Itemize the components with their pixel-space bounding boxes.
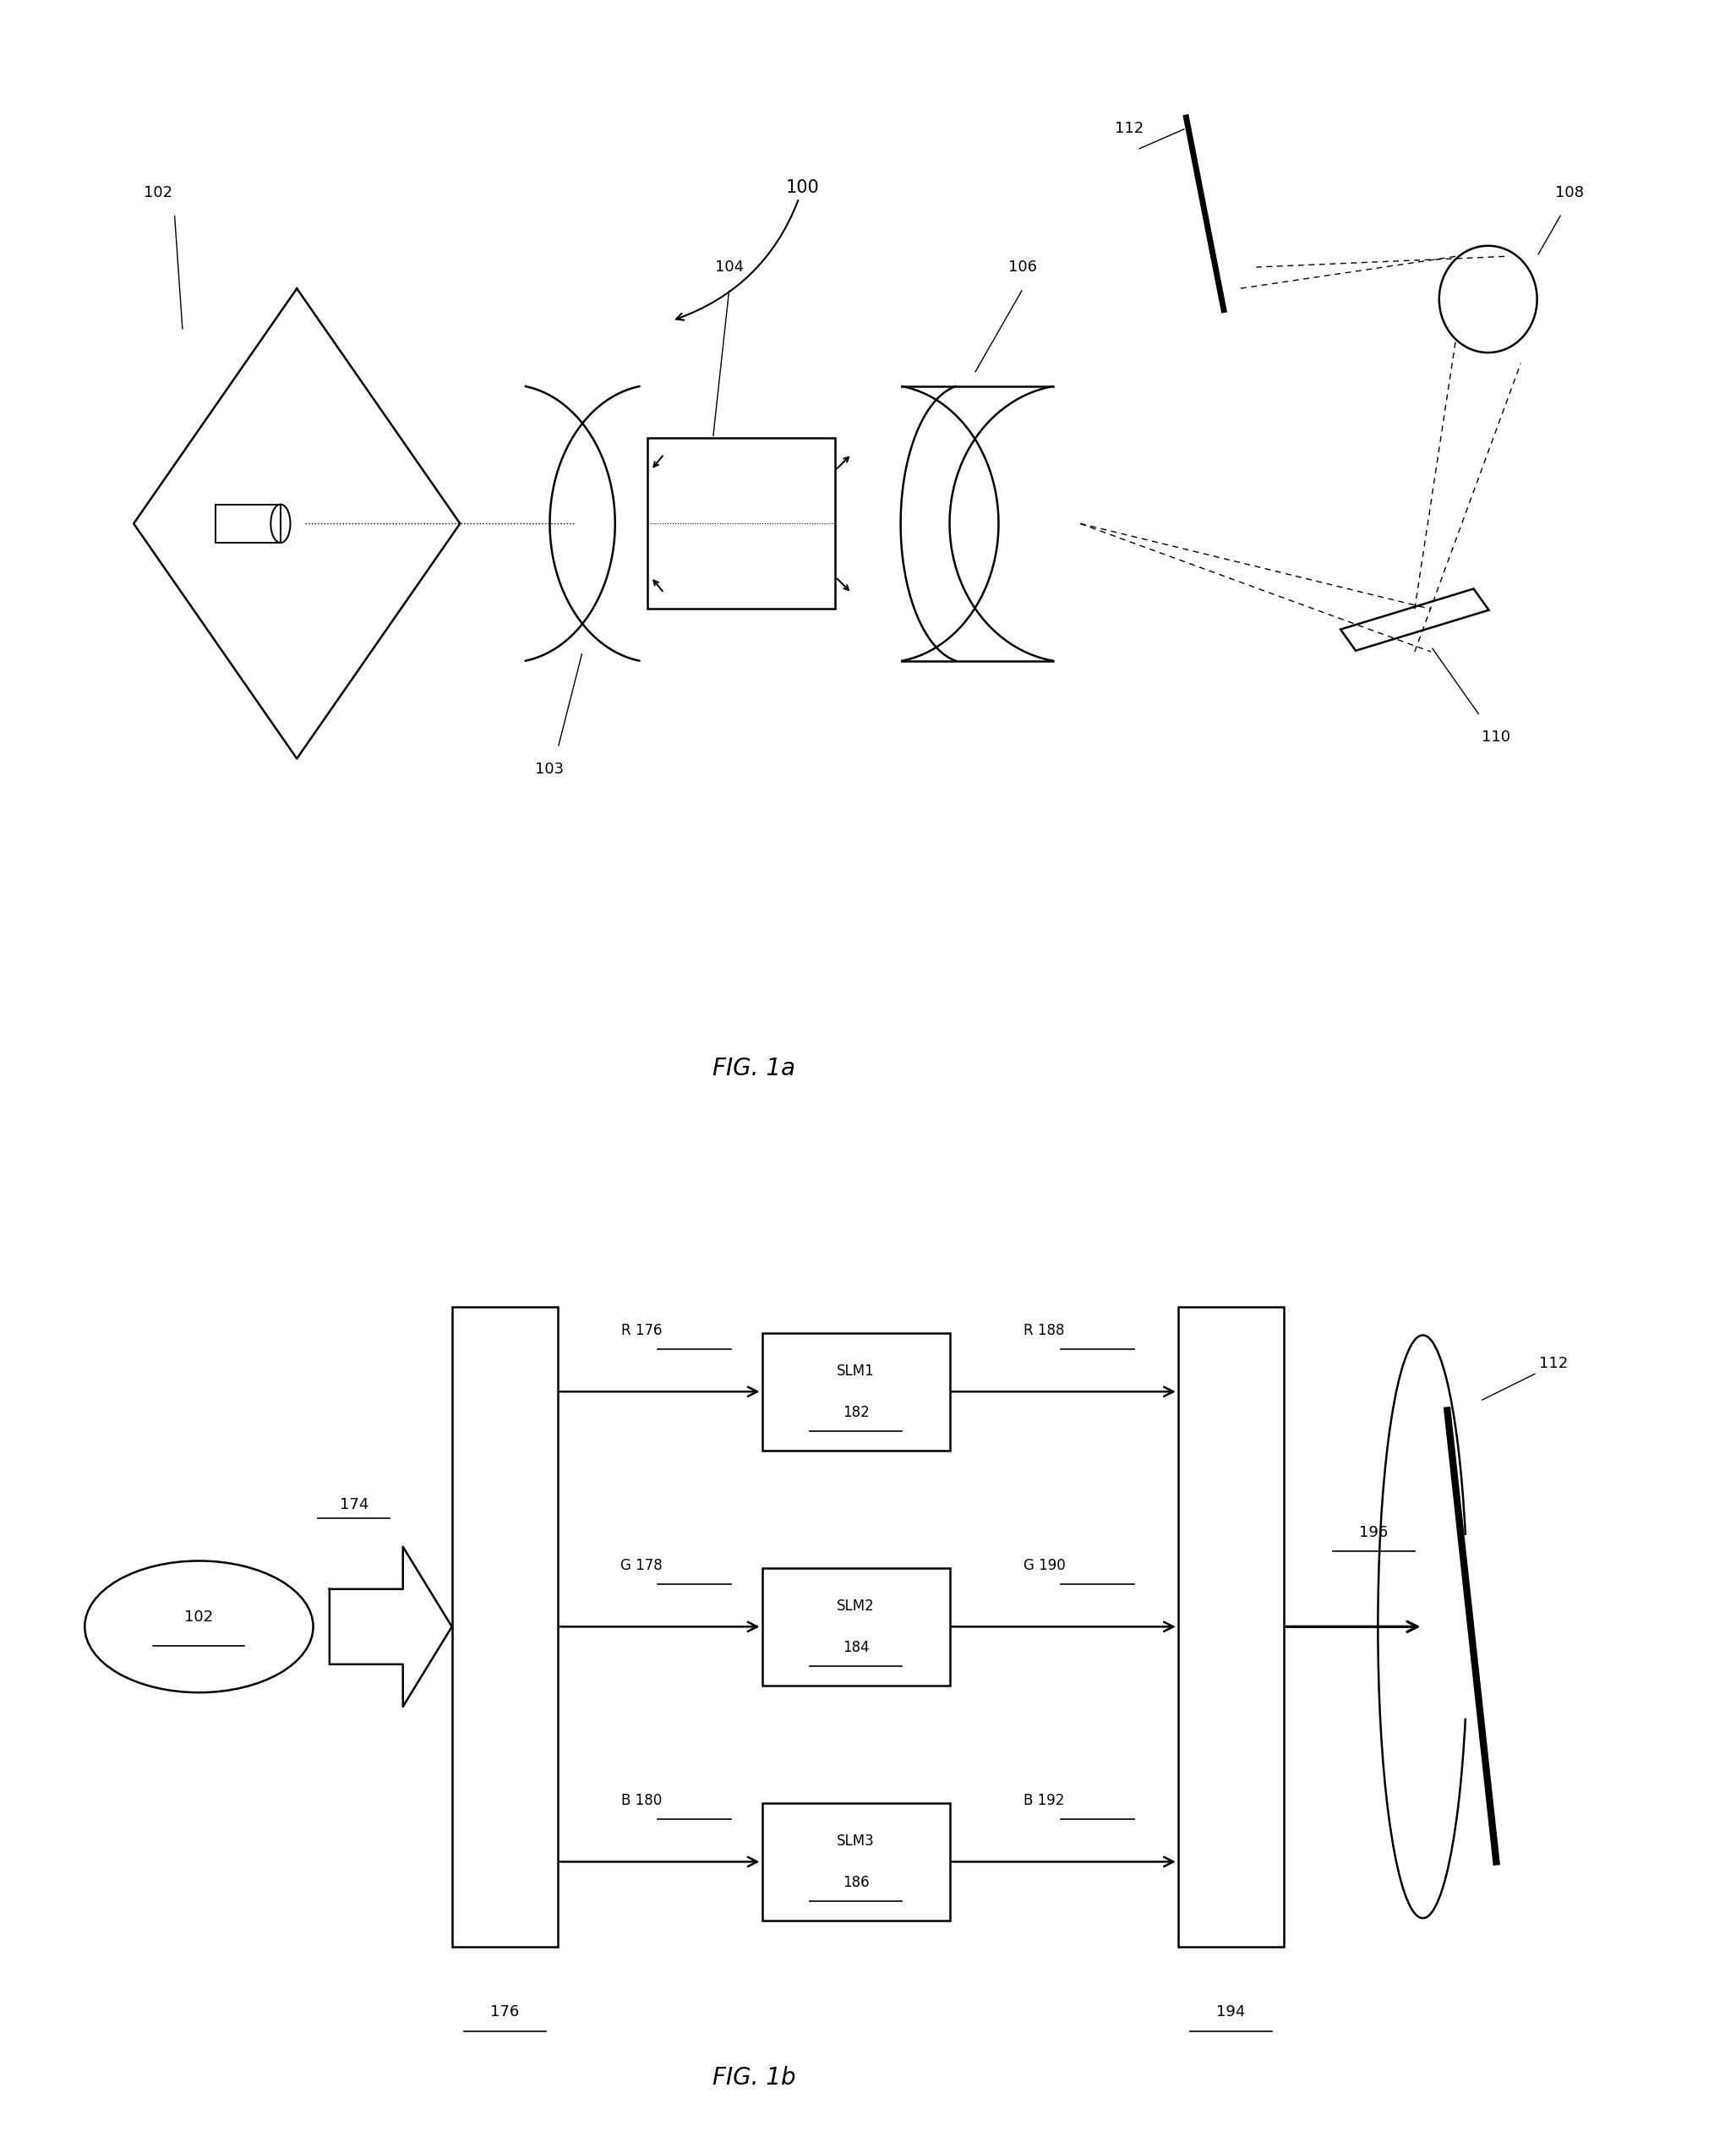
Text: 184: 184 [842, 1639, 870, 1654]
Bar [1179, 1308, 1285, 1947]
Text: 196: 196 [1359, 1526, 1389, 1541]
Text: 100: 100 [677, 180, 819, 321]
Text: 103: 103 [535, 761, 564, 778]
Text: SLM3: SLM3 [837, 1834, 875, 1849]
Text: 102: 102 [184, 1609, 214, 1624]
Text: 108: 108 [1555, 184, 1583, 201]
Bar [215, 504, 281, 543]
Text: R 188: R 188 [1024, 1323, 1064, 1338]
Text: 110: 110 [1483, 729, 1510, 746]
Bar [762, 1804, 950, 1921]
Text: R 176: R 176 [621, 1323, 661, 1338]
Text: B 180: B 180 [621, 1793, 661, 1808]
Text: 174: 174 [340, 1496, 368, 1513]
Bar [762, 1333, 950, 1451]
Text: G 190: G 190 [1023, 1558, 1066, 1573]
Text: 112: 112 [1538, 1355, 1568, 1372]
Text: B 192: B 192 [1024, 1793, 1064, 1808]
Text: FIG. 1b: FIG. 1b [712, 2066, 795, 2090]
Text: G 178: G 178 [620, 1558, 663, 1573]
Bar [648, 438, 835, 609]
Text: 112: 112 [1115, 120, 1144, 137]
Bar [451, 1308, 557, 1947]
Text: 106: 106 [1009, 259, 1038, 276]
Text: 186: 186 [842, 1874, 870, 1889]
Text: 176: 176 [491, 2005, 519, 2019]
Text: 104: 104 [715, 259, 743, 276]
Text: SLM2: SLM2 [837, 1598, 875, 1613]
Text: 102: 102 [144, 184, 172, 201]
Text: 194: 194 [1217, 2005, 1246, 2019]
Text: SLM1: SLM1 [837, 1363, 875, 1378]
Text: 182: 182 [842, 1404, 870, 1419]
Text: FIG. 1a: FIG. 1a [712, 1056, 795, 1081]
Bar [762, 1569, 950, 1686]
